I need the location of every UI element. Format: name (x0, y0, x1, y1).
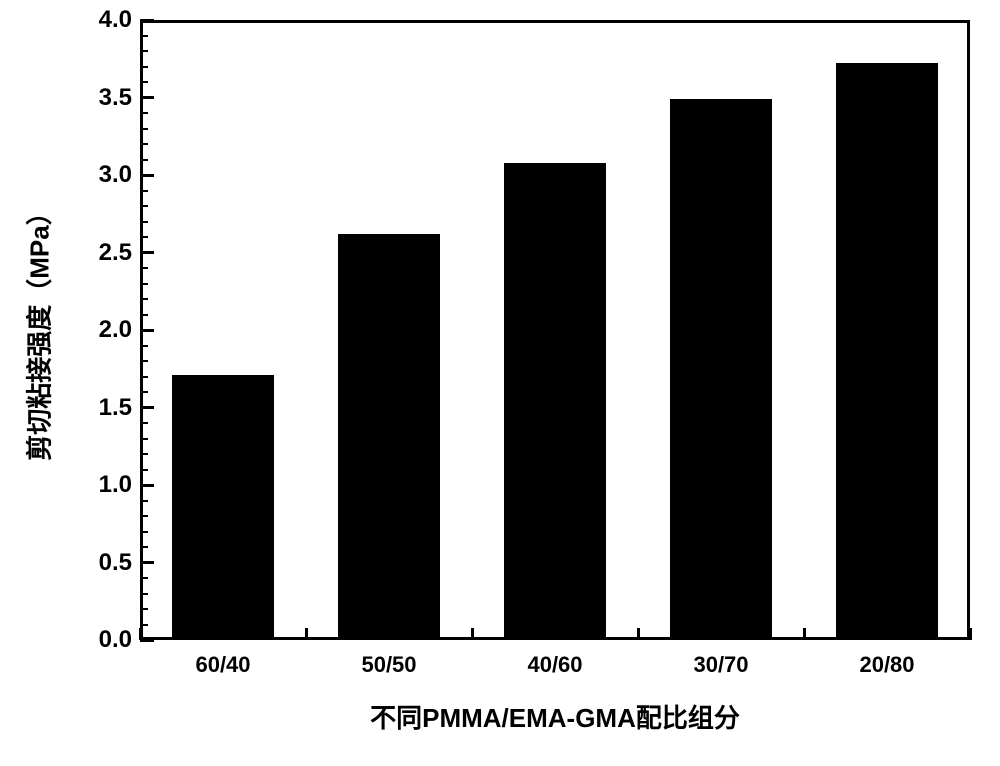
y-minor-tick (140, 159, 148, 161)
y-minor-tick (140, 500, 148, 502)
y-tick-label: 3.0 (62, 161, 132, 189)
bar (836, 63, 939, 640)
x-tick-label: 30/70 (651, 652, 791, 678)
y-minor-tick (140, 298, 148, 300)
x-major-tick (803, 628, 806, 640)
x-tick-label: 40/60 (485, 652, 625, 678)
y-minor-tick (140, 314, 148, 316)
y-minor-tick (140, 81, 148, 83)
plot-area (140, 20, 970, 640)
y-minor-tick (140, 35, 148, 37)
axis-top (140, 20, 970, 23)
y-minor-tick (140, 391, 148, 393)
bar (338, 234, 441, 640)
y-minor-tick (140, 422, 148, 424)
y-minor-tick (140, 221, 148, 223)
y-tick-label: 1.0 (62, 471, 132, 499)
y-minor-tick (140, 112, 148, 114)
bar (670, 99, 773, 640)
bar-chart: 剪切粘接强度（MPa） 不同PMMA/EMA-GMA配比组分 0.0 0.5 1.0… (0, 0, 1000, 766)
y-minor-tick (140, 376, 148, 378)
x-axis-title: 不同PMMA/EMA-GMA配比组分 (140, 698, 970, 735)
y-minor-tick (140, 469, 148, 471)
x-major-tick (969, 628, 972, 640)
x-tick-label: 50/50 (319, 652, 459, 678)
y-tick-label: 2.5 (62, 239, 132, 267)
bar (172, 375, 275, 640)
y-minor-tick (140, 283, 148, 285)
y-minor-tick (140, 577, 148, 579)
y-tick-label: 2.0 (62, 316, 132, 344)
y-major-tick (140, 406, 154, 409)
y-tick-label: 1.5 (62, 394, 132, 422)
y-minor-tick (140, 205, 148, 207)
x-major-tick (139, 628, 142, 640)
y-minor-tick (140, 190, 148, 192)
y-major-tick (140, 251, 154, 254)
y-axis-title: 剪切粘接强度（MPa） (20, 199, 57, 460)
x-tick-label: 60/40 (153, 652, 293, 678)
y-minor-tick (140, 546, 148, 548)
y-major-tick (140, 96, 154, 99)
y-minor-tick (140, 236, 148, 238)
y-minor-tick (140, 608, 148, 610)
y-major-tick (140, 19, 154, 22)
y-minor-tick (140, 624, 148, 626)
axis-right (967, 20, 970, 640)
y-minor-tick (140, 267, 148, 269)
x-major-tick (305, 628, 308, 640)
y-major-tick (140, 639, 154, 642)
y-minor-tick (140, 453, 148, 455)
x-tick-label: 20/80 (817, 652, 957, 678)
bar (504, 163, 607, 640)
y-minor-tick (140, 128, 148, 130)
y-major-tick (140, 174, 154, 177)
y-minor-tick (140, 345, 148, 347)
x-major-tick (471, 628, 474, 640)
y-minor-tick (140, 50, 148, 52)
y-minor-tick (140, 143, 148, 145)
y-minor-tick (140, 531, 148, 533)
y-tick-label: 0.5 (62, 549, 132, 577)
y-major-tick (140, 561, 154, 564)
y-tick-label: 0.0 (62, 626, 132, 654)
y-major-tick (140, 329, 154, 332)
x-major-tick (637, 628, 640, 640)
y-minor-tick (140, 438, 148, 440)
y-tick-label: 4.0 (62, 6, 132, 34)
y-minor-tick (140, 593, 148, 595)
y-minor-tick (140, 66, 148, 68)
y-tick-label: 3.5 (62, 84, 132, 112)
y-minor-tick (140, 360, 148, 362)
y-major-tick (140, 484, 154, 487)
y-minor-tick (140, 515, 148, 517)
